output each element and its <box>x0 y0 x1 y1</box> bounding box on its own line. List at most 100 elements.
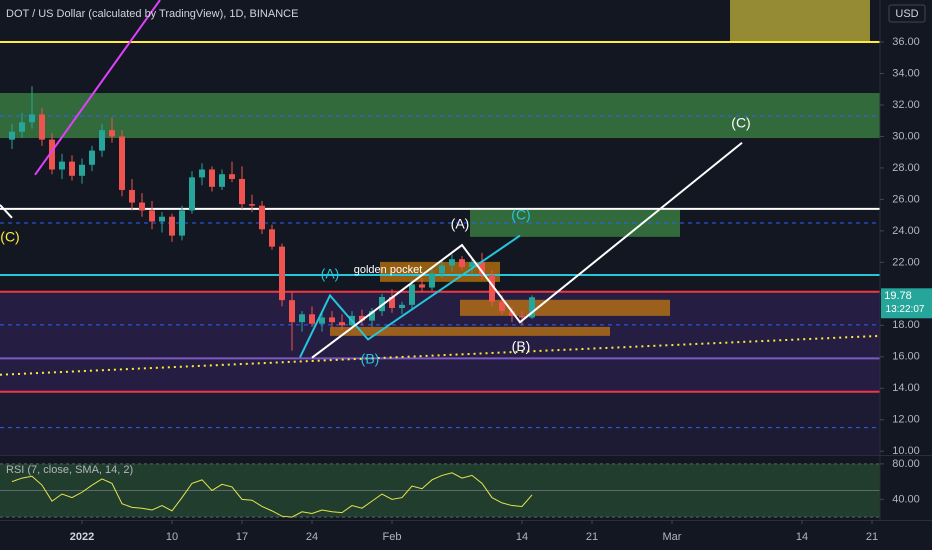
y-tick-label: 10.00 <box>892 445 920 457</box>
candle-body <box>439 265 445 274</box>
candle-body <box>449 259 455 266</box>
rsi-pane <box>0 463 880 518</box>
x-tick-label: 2022 <box>70 531 94 543</box>
candle-body <box>279 246 285 301</box>
candle-body <box>69 161 75 176</box>
candle-body <box>429 273 435 288</box>
candle-body <box>529 297 535 318</box>
candle-body <box>59 161 65 170</box>
x-tick-label: 21 <box>866 531 878 543</box>
candle-body <box>149 210 155 222</box>
y-tick-label: 28.00 <box>892 162 920 174</box>
candle-body <box>49 139 55 170</box>
y-tick-label: 30.00 <box>892 130 920 142</box>
y-tick-label: 14.00 <box>892 382 920 394</box>
rsi-line <box>11 472 533 518</box>
annotation: (A) <box>451 215 470 231</box>
countdown: 13:22:07 <box>886 304 925 315</box>
x-tick-label: 17 <box>236 531 248 543</box>
candle-body <box>119 136 125 190</box>
candle-body <box>479 262 485 275</box>
y-tick-label: 26.00 <box>892 193 920 205</box>
candle-body <box>299 314 305 323</box>
y-tick-label: 22.00 <box>892 256 920 268</box>
x-tick-label: 10 <box>166 531 178 543</box>
annotation: (A) <box>321 266 340 282</box>
candle-body <box>249 204 255 206</box>
trendline <box>34 0 161 176</box>
y-tick-label: 32.00 <box>892 99 920 111</box>
annotation: (C) <box>731 115 750 131</box>
annotation: (C) <box>0 229 19 245</box>
candle-body <box>9 131 15 140</box>
candle-body <box>339 322 345 326</box>
candle-body <box>489 274 495 302</box>
candle-body <box>179 210 185 236</box>
price-pane: (C) (A) golden pocket (A) (C) (C) (B) (B) <box>0 0 880 455</box>
y-tick-label: 24.00 <box>892 225 920 237</box>
candle-body <box>519 315 525 318</box>
trendline <box>0 204 13 219</box>
x-tick-label: 14 <box>516 531 528 543</box>
annotation: (B) <box>512 338 531 354</box>
candle-body <box>389 296 395 309</box>
candle-body <box>419 284 425 288</box>
currency: USD <box>895 8 918 20</box>
zone <box>730 0 870 43</box>
candle-body <box>169 216 175 236</box>
y-tick-label: 12.00 <box>892 414 920 426</box>
candle-body <box>309 314 315 324</box>
candle-body <box>459 259 465 268</box>
x-tick-label: 14 <box>796 531 808 543</box>
candle-body <box>39 114 45 140</box>
candle-body <box>269 229 275 247</box>
candle-body <box>189 177 195 211</box>
currency-box[interactable] <box>888 4 926 23</box>
chart-title: DOT / US Dollar (calculated by TradingVi… <box>6 8 298 20</box>
x-tick-label: Mar <box>663 531 682 543</box>
candle-body <box>259 205 265 230</box>
zone <box>330 326 610 336</box>
trendline <box>299 234 521 358</box>
y-tick-label: 16.00 <box>892 351 920 363</box>
candle-body <box>99 130 105 151</box>
candle-body <box>319 317 325 324</box>
y-tick-label: 36.00 <box>892 36 920 48</box>
y-tick-label: 18.00 <box>892 319 920 331</box>
candle-body <box>469 262 475 268</box>
candle-body <box>399 304 405 309</box>
candle-body <box>509 311 515 316</box>
rsi-title: RSI (7, close, SMA, 14, 2) <box>6 464 133 476</box>
rsi-tick-label: 80.00 <box>892 458 920 470</box>
candle-body <box>29 114 35 123</box>
candle-body <box>79 164 85 176</box>
trendline <box>311 141 743 359</box>
candle-body <box>219 174 225 187</box>
last-price: 19.78 <box>884 290 912 302</box>
candle-body <box>199 169 205 178</box>
x-tick-label: 21 <box>586 531 598 543</box>
zone <box>0 291 880 392</box>
candle-body <box>159 216 165 222</box>
y-tick-label: 34.00 <box>892 67 920 79</box>
candle-body <box>329 317 335 323</box>
x-tick-label: 24 <box>306 531 318 543</box>
candle-body <box>139 202 145 211</box>
annotation: (B) <box>361 351 380 367</box>
candle-body <box>109 130 115 137</box>
candle-body <box>239 178 245 205</box>
candle-body <box>409 284 415 305</box>
candle-body <box>229 174 235 179</box>
annotation: golden pocket <box>354 264 423 276</box>
annotation: (C) <box>511 207 530 223</box>
candle-body <box>289 300 295 323</box>
candle-body <box>19 122 25 132</box>
zone <box>0 391 880 455</box>
candle-body <box>359 315 365 321</box>
candle-body <box>209 169 215 187</box>
candle-body <box>129 189 135 203</box>
candle-body <box>499 301 505 312</box>
rsi-tick-label: 40.00 <box>892 493 920 505</box>
